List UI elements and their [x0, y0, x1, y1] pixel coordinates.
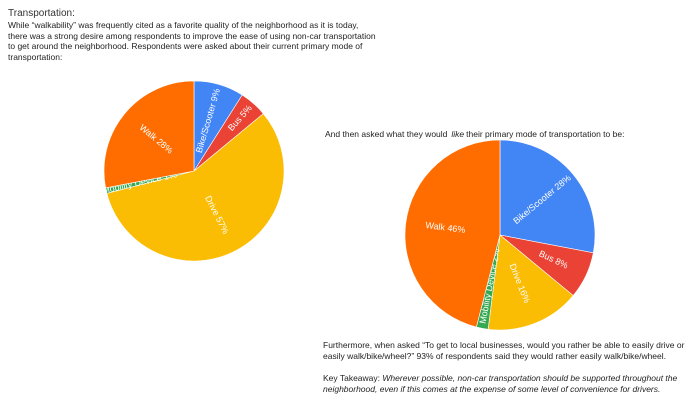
desired-label-walk-46: Walk 46% — [425, 220, 466, 235]
followup-paragraph: Furthermore, when asked “To get to local… — [323, 340, 685, 361]
desired-slice-bike-scooter-28 — [499, 139, 596, 254]
section-heading: Transportation: — [8, 8, 75, 19]
desired-slice-walk-46 — [404, 139, 501, 328]
prompt-emphasis: like — [451, 129, 465, 139]
key-takeaway: Key Takeaway: Wherever possible, non-car… — [323, 373, 695, 394]
key-takeaway-label: Key Takeaway: — [323, 373, 383, 383]
prompt-text-after: their primary mode of transportation to … — [466, 129, 625, 139]
current-slice-drive-57 — [106, 113, 285, 262]
intro-paragraph: While “walkability” was frequently cited… — [8, 20, 376, 62]
key-takeaway-text: Wherever possible, non-car transportatio… — [323, 373, 678, 394]
desired-slice-drive-16 — [487, 234, 574, 331]
prompt-text-before: And then asked what they would — [325, 129, 448, 139]
current-slice-walk-28 — [103, 80, 195, 189]
desired-mode-prompt: And then asked what they would like their … — [325, 129, 624, 139]
